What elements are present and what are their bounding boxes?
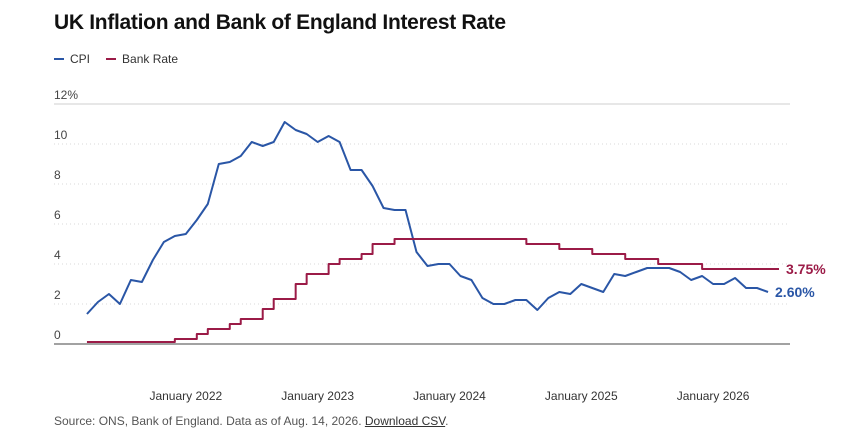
legend-label-cpi: CPI [70, 52, 91, 66]
y-tick-label: 12% [54, 88, 78, 102]
y-tick-label: 0 [54, 328, 61, 342]
x-tick-label: January 2026 [677, 389, 750, 403]
x-tick-label: January 2023 [281, 389, 354, 403]
legend-swatch-cpi [54, 58, 64, 60]
y-tick-label: 8 [54, 168, 61, 182]
legend-label-bank-rate: Bank Rate [122, 52, 179, 66]
end-label-bank-rate: 3.75% [786, 261, 826, 277]
source-text: Source: ONS, Bank of England. Data as of… [54, 414, 365, 428]
x-tick-label: January 2024 [413, 389, 486, 403]
series-line-bank-rate [86, 238, 780, 343]
legend: CPI Bank Rate [54, 52, 194, 66]
x-tick-label: January 2025 [545, 389, 618, 403]
legend-swatch-bank-rate [106, 58, 117, 60]
y-tick-label: 6 [54, 208, 61, 222]
legend-item-cpi: CPI [54, 52, 90, 66]
series-line-cpi [86, 121, 769, 315]
legend-item-bank-rate: Bank Rate [106, 52, 178, 66]
y-tick-label: 4 [54, 248, 61, 262]
y-tick-label: 2 [54, 288, 61, 302]
download-csv-link[interactable]: Download CSV [364, 414, 446, 428]
x-tick-label: January 2022 [149, 389, 222, 403]
chart-title: UK Inflation and Bank of England Interes… [54, 11, 506, 34]
source-end: . [445, 414, 449, 428]
end-label-cpi: 2.60% [775, 284, 815, 300]
source-note: Source: ONS, Bank of England. Data as of… [54, 414, 449, 428]
y-tick-label: 10 [54, 128, 68, 142]
